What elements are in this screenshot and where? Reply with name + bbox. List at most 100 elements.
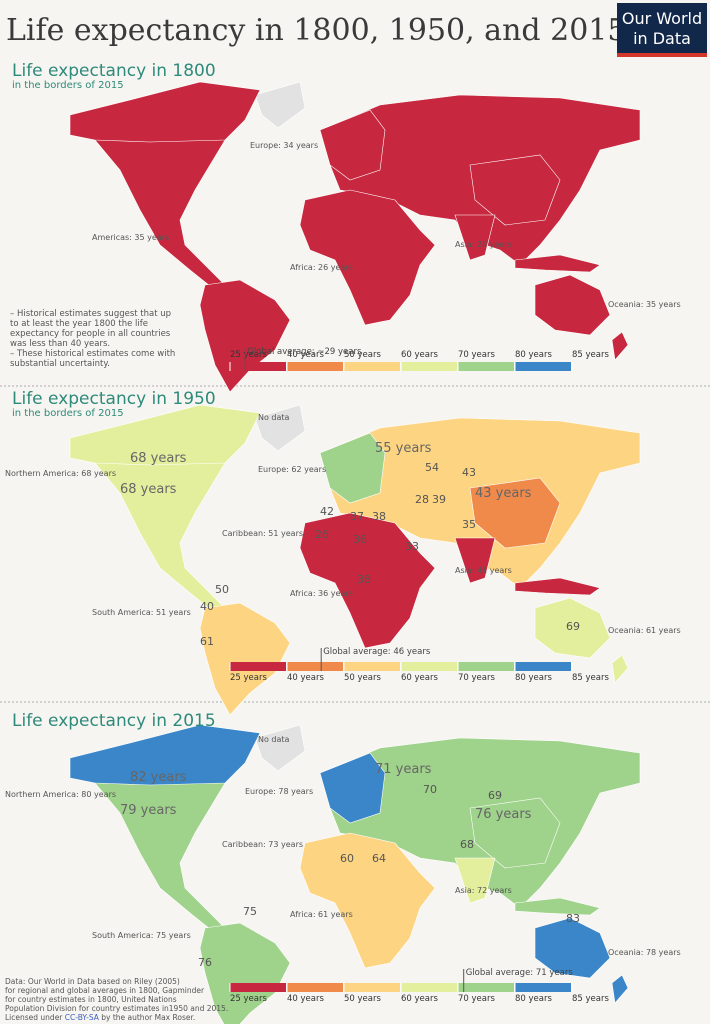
legend-label: 80 years — [515, 994, 552, 1004]
global-average-label: Global average: ~29 years — [247, 347, 362, 357]
legend-label: 25 years — [230, 673, 267, 683]
map-label: 83 — [566, 912, 580, 925]
map-label: 55 years — [375, 441, 432, 456]
map-label: 76 — [198, 956, 212, 969]
map-label: 38 — [372, 510, 386, 523]
map-label: Africa: 26 years — [290, 263, 353, 272]
license: Licensed under CC-BY-SA by the author Ma… — [5, 1013, 195, 1022]
map-label: Northern America: 68 years — [5, 469, 116, 478]
note: expectancy for people in all countries — [10, 329, 171, 339]
country-shape — [299, 512, 436, 649]
map-label: 28 — [415, 493, 429, 506]
panel-subtitle: in the borders of 2015 — [12, 408, 124, 419]
country-shape — [69, 404, 261, 466]
legend-label: 50 years — [344, 994, 381, 1004]
country-shape — [69, 81, 261, 143]
country-shape — [514, 254, 601, 273]
legend-label: 50 years — [344, 350, 381, 360]
legend-swatch — [230, 662, 286, 671]
country-shape — [254, 81, 306, 129]
map-label: 69 — [488, 789, 502, 802]
logo-underline — [617, 53, 707, 57]
map-label: 61 — [200, 635, 214, 648]
map-label: Americas: 35 years — [92, 233, 169, 242]
legend-label: 70 years — [458, 673, 495, 683]
legend-swatch — [458, 362, 514, 371]
country-shape — [454, 537, 496, 584]
legend-swatch — [287, 662, 343, 671]
logo-text: in Data — [633, 29, 691, 48]
country-shape — [299, 832, 436, 969]
global-average-label: Global average: 71 years — [466, 968, 574, 978]
license-text: by the author Max Roser. — [99, 1013, 195, 1022]
map-label: Asia: 28 years — [455, 240, 512, 249]
note: to at least the year 1800 the life — [10, 319, 148, 329]
source-line: Data: Our World in Data based on Riley (… — [5, 977, 180, 986]
country-shape — [469, 154, 561, 226]
legend-label: 85 years — [572, 673, 609, 683]
country-shape — [611, 331, 629, 361]
note: – Historical estimates suggest that up — [10, 309, 171, 319]
legend-swatch — [515, 983, 571, 992]
map — [69, 724, 641, 1024]
map-label: 60 — [340, 852, 354, 865]
map-label: 82 years — [130, 770, 187, 785]
map-label: Oceania: 61 years — [608, 626, 681, 635]
map-label: 69 — [566, 620, 580, 633]
legend-swatch — [230, 362, 286, 371]
legend-label: 40 years — [287, 350, 324, 360]
map-label: 36 — [353, 533, 367, 546]
map-label: Oceania: 35 years — [608, 300, 681, 309]
legend-label: 60 years — [401, 673, 438, 683]
legend-swatch — [287, 362, 343, 371]
country-shape — [611, 654, 629, 684]
country-shape — [199, 922, 291, 1024]
country-shape — [469, 477, 561, 549]
country-shape — [534, 274, 611, 336]
panel-title: Life expectancy in 2015 — [12, 711, 216, 731]
map-label: 37 — [350, 510, 364, 523]
global-average-label: Global average: 46 years — [323, 647, 431, 657]
panel-title: Life expectancy in 1950 — [12, 389, 216, 409]
map-label: Asia: 41 years — [455, 566, 512, 575]
map-label: 38 — [357, 573, 371, 586]
map — [69, 81, 641, 393]
country-shape — [454, 857, 496, 904]
map-label: 35 — [462, 518, 476, 531]
map-label: Africa: 36 years — [290, 589, 353, 598]
map-label: 76 years — [475, 807, 532, 822]
map-label: 40 — [200, 600, 214, 613]
map-label: 71 years — [375, 762, 432, 777]
legend-swatch — [515, 662, 571, 671]
country-shape — [454, 214, 496, 261]
legend-label: 40 years — [287, 994, 324, 1004]
map-label: Oceania: 78 years — [608, 948, 681, 957]
country-shape — [254, 724, 306, 772]
map-label: Europe: 34 years — [250, 141, 318, 150]
logo-text: Our World — [622, 9, 702, 28]
panel-subtitle: in the borders of 2015 — [12, 80, 124, 91]
map-label: Caribbean: 73 years — [222, 840, 303, 849]
map-label: 50 — [215, 583, 229, 596]
license-link[interactable]: CC-BY-SA — [65, 1013, 100, 1022]
legend-label: 80 years — [515, 350, 552, 360]
legend-swatch — [287, 983, 343, 992]
source-line: Population Division for country estimate… — [5, 1004, 228, 1013]
map — [69, 404, 641, 716]
country-shape — [534, 917, 611, 979]
country-shape — [319, 109, 386, 181]
license-text: Licensed under — [5, 1013, 65, 1022]
country-shape — [319, 752, 386, 824]
map-label: No data — [258, 413, 290, 422]
map-label: 64 — [372, 852, 386, 865]
legend-label: 85 years — [572, 350, 609, 360]
country-shape — [534, 597, 611, 659]
map-label: Asia: 72 years — [455, 886, 512, 895]
map-label: 68 years — [120, 482, 177, 497]
country-shape — [469, 797, 561, 869]
legend-swatch — [401, 983, 457, 992]
country-shape — [319, 432, 386, 504]
legend-swatch — [515, 362, 571, 371]
map-label: 43 years — [475, 486, 532, 501]
